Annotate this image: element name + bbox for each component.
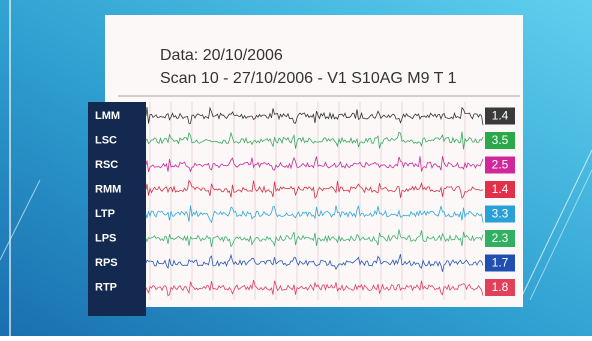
channel-label: LMM — [95, 110, 120, 122]
value-label: 1.7 — [492, 256, 509, 270]
value-label: 1.8 — [492, 280, 509, 294]
scan-line: Scan 10 - 27/10/2006 - V1 S10AG M9 T 1 — [160, 70, 457, 87]
channel-label: LPS — [95, 232, 116, 244]
channel-label: LSC — [95, 134, 117, 146]
channel-label: RPS — [95, 257, 118, 269]
channel-label: RMM — [95, 183, 121, 195]
value-label: 2.5 — [492, 158, 509, 172]
value-label: 1.4 — [492, 182, 509, 196]
value-label: 3.5 — [492, 133, 509, 147]
slide: Data: 20/10/2006 Scan 10 - 27/10/2006 - … — [0, 0, 592, 336]
date-line: Data: 20/10/2006 — [160, 47, 283, 64]
value-label: 2.3 — [492, 231, 509, 245]
value-label: 1.4 — [492, 109, 509, 123]
channel-label: RTP — [95, 281, 117, 293]
value-label: 3.3 — [492, 207, 509, 221]
channel-label: LTP — [95, 208, 115, 220]
channel-label: RSC — [95, 159, 118, 171]
